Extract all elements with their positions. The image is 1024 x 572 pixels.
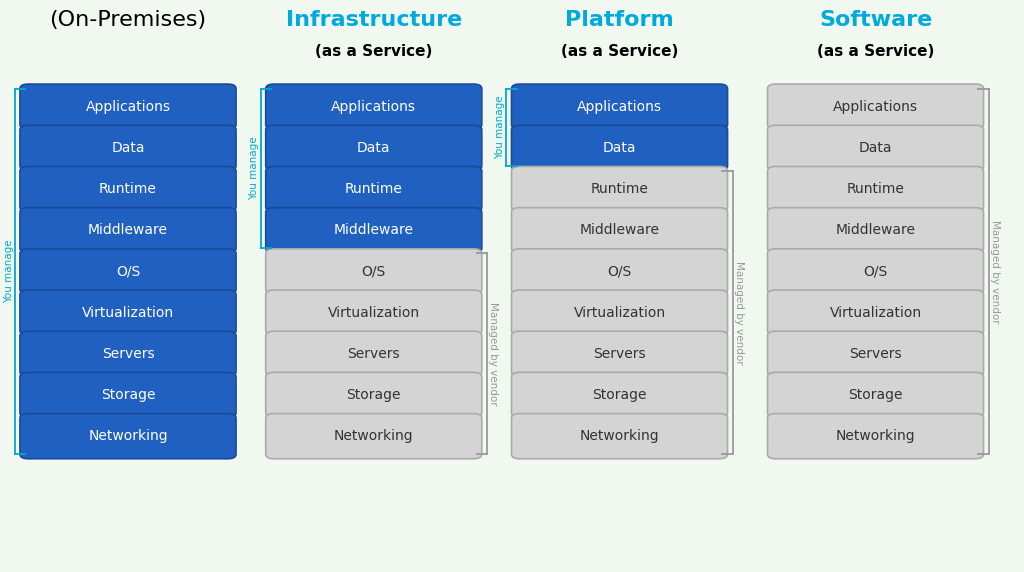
FancyBboxPatch shape xyxy=(19,249,236,294)
Text: Data: Data xyxy=(603,141,636,155)
Text: Data: Data xyxy=(112,141,144,155)
Text: O/S: O/S xyxy=(361,264,386,279)
FancyBboxPatch shape xyxy=(265,125,481,170)
Text: O/S: O/S xyxy=(607,264,632,279)
FancyBboxPatch shape xyxy=(768,208,983,253)
FancyBboxPatch shape xyxy=(768,414,983,459)
Text: (as a Service): (as a Service) xyxy=(315,44,432,59)
Text: O/S: O/S xyxy=(863,264,888,279)
FancyBboxPatch shape xyxy=(19,290,236,335)
Text: Applications: Applications xyxy=(85,100,171,114)
Text: (as a Service): (as a Service) xyxy=(817,44,934,59)
FancyBboxPatch shape xyxy=(19,331,236,376)
Text: (On-Premises): (On-Premises) xyxy=(49,10,207,30)
FancyBboxPatch shape xyxy=(19,414,236,459)
Text: Runtime: Runtime xyxy=(345,182,402,196)
Text: Middleware: Middleware xyxy=(836,223,915,237)
FancyBboxPatch shape xyxy=(19,208,236,253)
FancyBboxPatch shape xyxy=(265,372,481,418)
Text: Servers: Servers xyxy=(849,347,902,361)
Text: Middleware: Middleware xyxy=(88,223,168,237)
FancyBboxPatch shape xyxy=(19,125,236,170)
Text: Middleware: Middleware xyxy=(334,223,414,237)
FancyBboxPatch shape xyxy=(511,208,727,253)
Text: Networking: Networking xyxy=(580,429,659,443)
Text: Servers: Servers xyxy=(347,347,400,361)
Text: Storage: Storage xyxy=(346,388,401,402)
Text: Storage: Storage xyxy=(592,388,647,402)
Text: Applications: Applications xyxy=(833,100,919,114)
Text: Networking: Networking xyxy=(836,429,915,443)
Text: Servers: Servers xyxy=(593,347,646,361)
FancyBboxPatch shape xyxy=(511,125,727,170)
FancyBboxPatch shape xyxy=(768,331,983,376)
Text: Runtime: Runtime xyxy=(99,182,157,196)
FancyBboxPatch shape xyxy=(265,414,481,459)
FancyBboxPatch shape xyxy=(768,125,983,170)
Text: Networking: Networking xyxy=(334,429,414,443)
FancyBboxPatch shape xyxy=(19,372,236,418)
FancyBboxPatch shape xyxy=(511,331,727,376)
Text: Virtualization: Virtualization xyxy=(573,305,666,320)
Text: Platform: Platform xyxy=(565,10,674,30)
FancyBboxPatch shape xyxy=(19,84,236,129)
Text: Managed by vendor: Managed by vendor xyxy=(488,302,498,406)
FancyBboxPatch shape xyxy=(265,84,481,129)
Text: Storage: Storage xyxy=(848,388,903,402)
Text: Networking: Networking xyxy=(88,429,168,443)
FancyBboxPatch shape xyxy=(265,208,481,253)
Text: Virtualization: Virtualization xyxy=(829,305,922,320)
Text: Data: Data xyxy=(357,141,390,155)
Text: (as a Service): (as a Service) xyxy=(561,44,678,59)
FancyBboxPatch shape xyxy=(265,331,481,376)
FancyBboxPatch shape xyxy=(768,249,983,294)
FancyBboxPatch shape xyxy=(19,166,236,212)
Text: Runtime: Runtime xyxy=(591,182,648,196)
FancyBboxPatch shape xyxy=(511,290,727,335)
Text: Applications: Applications xyxy=(577,100,663,114)
Text: O/S: O/S xyxy=(116,264,140,279)
FancyBboxPatch shape xyxy=(511,249,727,294)
Text: Managed by vendor: Managed by vendor xyxy=(734,261,743,364)
Text: Middleware: Middleware xyxy=(580,223,659,237)
Text: You manage: You manage xyxy=(4,240,13,303)
FancyBboxPatch shape xyxy=(768,166,983,212)
Text: Storage: Storage xyxy=(100,388,156,402)
Text: Runtime: Runtime xyxy=(847,182,904,196)
FancyBboxPatch shape xyxy=(511,372,727,418)
Text: Virtualization: Virtualization xyxy=(82,305,174,320)
Text: Software: Software xyxy=(819,10,932,30)
Text: Managed by vendor: Managed by vendor xyxy=(990,220,999,323)
FancyBboxPatch shape xyxy=(768,372,983,418)
Text: Data: Data xyxy=(859,141,892,155)
FancyBboxPatch shape xyxy=(265,166,481,212)
Text: Servers: Servers xyxy=(101,347,155,361)
FancyBboxPatch shape xyxy=(511,84,727,129)
Text: You manage: You manage xyxy=(496,96,505,159)
FancyBboxPatch shape xyxy=(511,166,727,212)
Text: Infrastructure: Infrastructure xyxy=(286,10,462,30)
FancyBboxPatch shape xyxy=(768,290,983,335)
FancyBboxPatch shape xyxy=(768,84,983,129)
FancyBboxPatch shape xyxy=(265,249,481,294)
Text: Applications: Applications xyxy=(331,100,417,114)
Text: Virtualization: Virtualization xyxy=(328,305,420,320)
FancyBboxPatch shape xyxy=(265,290,481,335)
FancyBboxPatch shape xyxy=(511,414,727,459)
Text: You manage: You manage xyxy=(250,137,259,200)
